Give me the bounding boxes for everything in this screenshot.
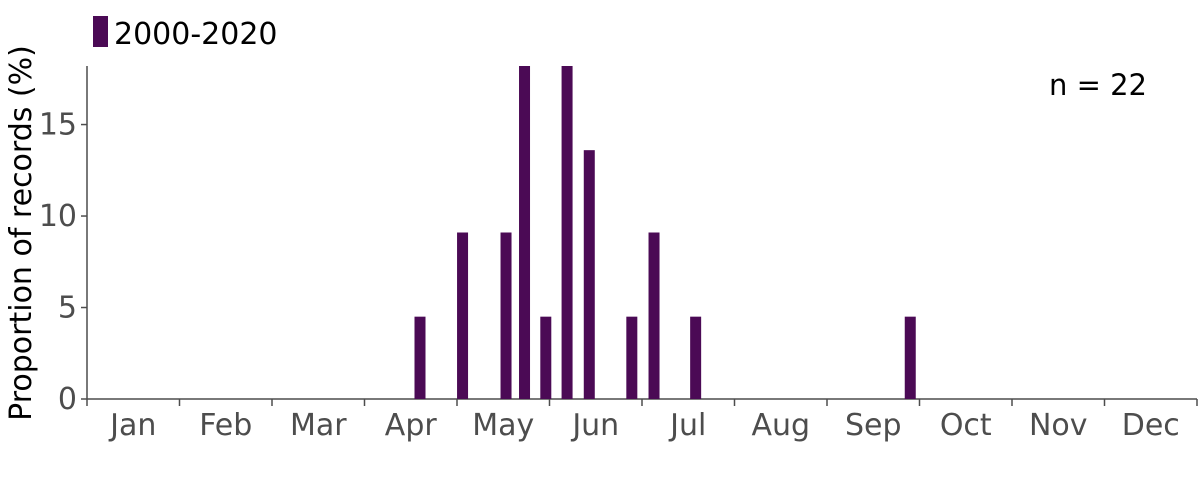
x-tick-label: Jan — [108, 408, 156, 443]
bar — [648, 232, 660, 399]
bar — [500, 232, 512, 399]
y-tick-label: 10 — [39, 199, 77, 234]
x-tick-label: Sep — [845, 408, 902, 443]
y-tick-label: 0 — [58, 382, 77, 417]
bar — [583, 150, 595, 399]
bar — [540, 316, 552, 399]
x-tick-label: Aug — [751, 408, 810, 443]
y-axis-title: Proportion of records (%) — [4, 45, 39, 421]
x-tick-label: Oct — [940, 408, 992, 443]
x-tick-label: Mar — [290, 408, 347, 443]
bars — [414, 66, 916, 399]
bar — [690, 316, 702, 399]
legend-label: 2000-2020 — [114, 17, 278, 52]
x-tick-label: Nov — [1029, 408, 1088, 443]
y-tick-label: 5 — [58, 291, 77, 326]
x-tick-label: Dec — [1122, 408, 1180, 443]
bar — [519, 66, 531, 399]
sample-size-annotation: n = 22 — [1049, 68, 1147, 102]
bar — [414, 316, 426, 399]
legend-swatch — [93, 16, 108, 47]
x-tick-label: Jul — [668, 408, 706, 443]
x-tick-label: May — [472, 408, 534, 443]
legend: 2000-2020 — [93, 16, 278, 52]
bar — [626, 316, 638, 399]
bar — [904, 316, 916, 399]
bar — [561, 66, 573, 399]
y-tick-label: 15 — [39, 108, 77, 143]
x-tick-label: Jun — [570, 408, 619, 443]
x-tick-label: Feb — [199, 408, 252, 443]
x-tick-label: Apr — [385, 408, 438, 443]
axes: 0 5 10 15 Jan Feb Mar Apr May Jun Jul Aug Sep Oct Nov D… — [39, 66, 1198, 443]
bar — [457, 232, 469, 399]
